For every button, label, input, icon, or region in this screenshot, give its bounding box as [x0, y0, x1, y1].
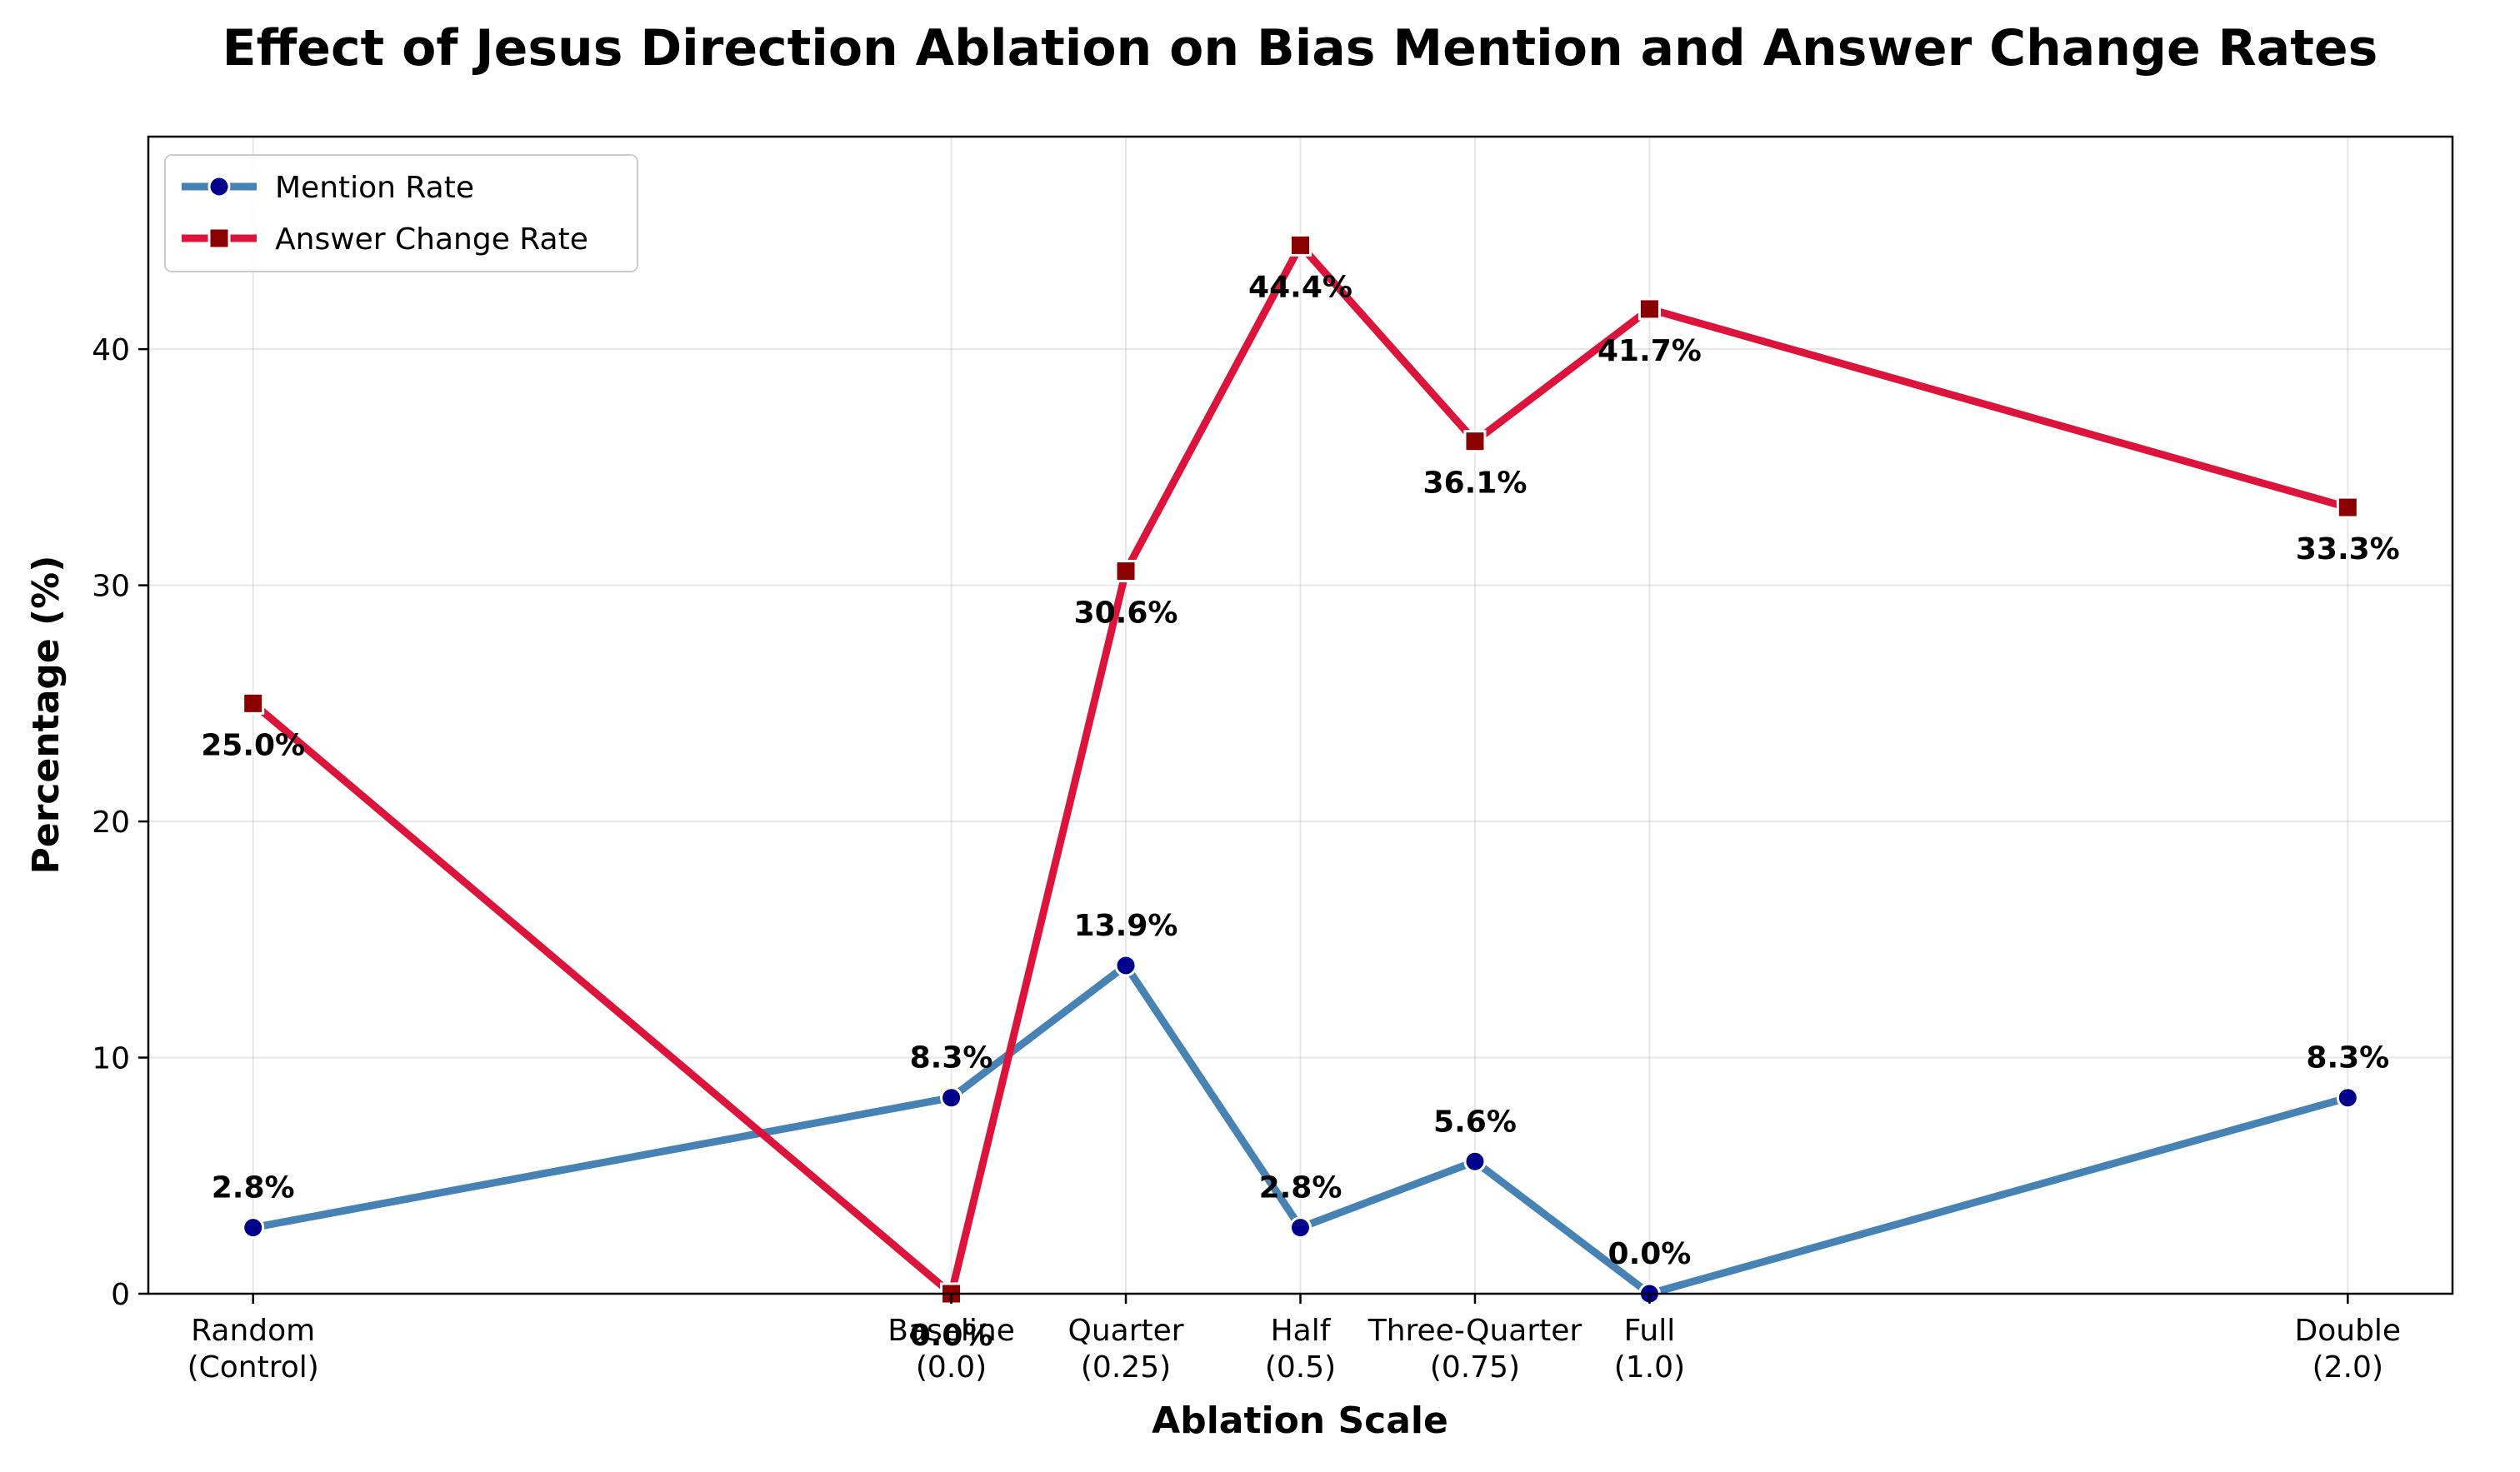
x-tick-label: (1.0): [1614, 1350, 1685, 1385]
answer-change-rate-data-label: 44.4%: [1248, 270, 1352, 304]
legend-label: Mention Rate: [275, 171, 474, 205]
answer-change-rate-point: [1638, 297, 1661, 321]
mention-rate-data-label: 2.8%: [212, 1171, 295, 1205]
answer-change-rate-data-label: 36.1%: [1423, 467, 1528, 501]
x-tick-label: Three-Quarter: [1368, 1314, 1582, 1348]
x-tick-label: Half: [1271, 1314, 1332, 1348]
answer-change-rate-data-label: 25.0%: [201, 728, 305, 762]
answer-change-rate-data-label: 30.6%: [1074, 596, 1178, 631]
x-tick-label: Baseline: [888, 1314, 1015, 1348]
answer-change-rate-point: [1114, 560, 1138, 583]
y-axis-label: Percentage (%): [25, 556, 68, 875]
y-tick-label: 30: [92, 570, 130, 604]
mention-rate-data-label: 5.6%: [1433, 1105, 1517, 1139]
legend-box: [164, 154, 638, 272]
ticks: 0 10 20 30 40 Random(Control) Baseline(0.0) Qua…: [92, 333, 2401, 1385]
y-tick-label: 20: [92, 806, 130, 840]
answer-change-rate-point: [242, 691, 265, 715]
x-tick-label: Double: [2295, 1314, 2402, 1348]
answer-change-rate-point: [1289, 233, 1312, 257]
answer-change-rate-data-label: 41.7%: [1598, 334, 1702, 368]
y-tick-label: 40: [92, 333, 130, 367]
mention-rate-point: [1114, 954, 1138, 977]
chart-title: Effect of Jesus Direction Ablation on Bi…: [222, 19, 2378, 77]
mention-rate-data-label: 13.9%: [1074, 909, 1178, 943]
answer-change-rate-point: [2336, 496, 2359, 519]
mention-rate-data-label: 2.8%: [1259, 1171, 1342, 1205]
x-tick-label: (Control): [188, 1350, 319, 1385]
x-tick-label: (0.75): [1430, 1350, 1520, 1385]
x-tick-label: (0.25): [1081, 1350, 1171, 1385]
mention-rate-point: [2336, 1086, 2359, 1110]
x-tick-label: (0.5): [1265, 1350, 1336, 1385]
x-tick-label: (0.0): [916, 1350, 987, 1385]
mention-rate-data-label: 8.3%: [2306, 1041, 2389, 1075]
mention-rate-point: [940, 1086, 963, 1110]
answer-change-rate-data-label: 33.3%: [2296, 532, 2400, 566]
answer-change-rate-data-label: 0.0%: [910, 1319, 993, 1353]
answer-change-rate-point: [1463, 430, 1487, 453]
mention-rate-point: [1463, 1150, 1487, 1173]
y-tick-label: 10: [92, 1042, 130, 1076]
legend-marker-circle: [208, 175, 231, 198]
x-tick-label: Quarter: [1068, 1314, 1183, 1348]
legend: Mention Rate Answer Change Rate: [164, 154, 638, 272]
x-tick-label: Random: [191, 1314, 315, 1348]
mention-rate-point: [242, 1216, 265, 1240]
legend-marker-square: [208, 227, 231, 250]
legend-label: Answer Change Rate: [275, 222, 588, 257]
mention-rate-data-label: 0.0%: [1608, 1237, 1692, 1271]
x-axis-label: Ablation Scale: [1152, 1400, 1448, 1442]
grid: [148, 137, 2452, 1295]
x-tick-label: (2.0): [2312, 1350, 2383, 1385]
y-tick-label: 0: [111, 1278, 130, 1312]
label-layer: 2.8% 8.3% 13.9% 2.8% 5.6% 0.0% 8.3% 25.0% 0.0% 30…: [201, 270, 2400, 1353]
mention-rate-data-label: 8.3%: [910, 1041, 993, 1075]
mention-rate-point: [1289, 1216, 1312, 1240]
x-tick-label: Full: [1624, 1314, 1676, 1348]
